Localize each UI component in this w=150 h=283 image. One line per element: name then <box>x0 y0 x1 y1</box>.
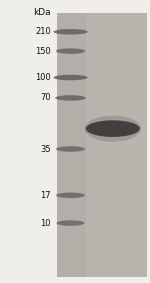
Ellipse shape <box>56 146 85 152</box>
Text: 70: 70 <box>40 93 51 102</box>
Text: 150: 150 <box>35 47 51 55</box>
Ellipse shape <box>53 75 88 80</box>
Ellipse shape <box>86 120 140 137</box>
Ellipse shape <box>57 220 84 226</box>
Text: 17: 17 <box>40 191 51 200</box>
Bar <box>57 13 147 277</box>
Text: kDa: kDa <box>33 8 51 17</box>
Ellipse shape <box>84 115 141 142</box>
Text: 10: 10 <box>40 218 51 228</box>
Ellipse shape <box>56 192 85 198</box>
Text: 210: 210 <box>35 27 51 36</box>
Text: 35: 35 <box>40 145 51 153</box>
Ellipse shape <box>56 48 85 54</box>
Bar <box>57 13 86 277</box>
Text: 100: 100 <box>35 73 51 82</box>
Ellipse shape <box>53 29 88 35</box>
Ellipse shape <box>55 95 86 101</box>
